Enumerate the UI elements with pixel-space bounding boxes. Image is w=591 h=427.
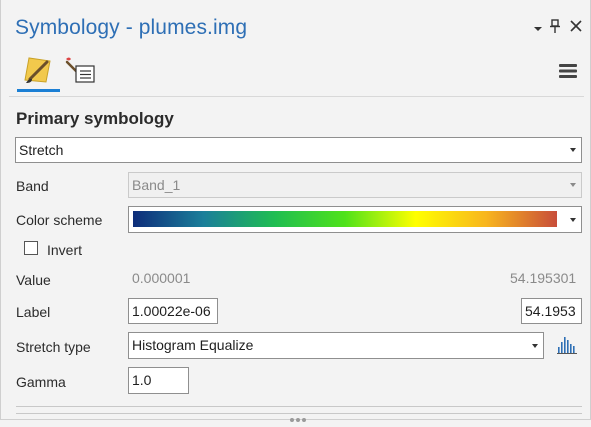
band-dropdown: Band_1 bbox=[128, 172, 582, 198]
stretch-type-value: Histogram Equalize bbox=[132, 337, 254, 353]
panel-splitter[interactable] bbox=[16, 406, 582, 414]
chevron-down-icon bbox=[532, 344, 538, 348]
stretch-type-label: Stretch type bbox=[16, 339, 91, 355]
active-tab-indicator bbox=[17, 89, 60, 92]
pane-title: Symbology - plumes.img bbox=[15, 16, 248, 39]
chevron-down-icon bbox=[570, 148, 576, 152]
gamma-label: Gamma bbox=[16, 374, 66, 390]
close-icon[interactable] bbox=[568, 18, 584, 34]
band-dropdown-value: Band_1 bbox=[132, 177, 181, 193]
brush-list-icon[interactable] bbox=[64, 52, 98, 88]
pane-options-dropdown-icon[interactable] bbox=[530, 21, 546, 37]
value-min: 0.000001 bbox=[132, 270, 191, 286]
renderer-dropdown-value: Stretch bbox=[19, 142, 64, 158]
stretch-type-dropdown[interactable]: Histogram Equalize bbox=[128, 332, 544, 359]
value-max: 54.195301 bbox=[510, 270, 577, 286]
pin-icon[interactable] bbox=[547, 18, 563, 34]
label-label: Label bbox=[16, 304, 51, 320]
section-heading: Primary symbology bbox=[16, 109, 174, 128]
value-label: Value bbox=[16, 272, 51, 288]
invert-label: Invert bbox=[47, 242, 83, 258]
label-min-input[interactable]: 1.00022e-06 bbox=[128, 298, 218, 324]
color-ramp-preview bbox=[133, 211, 557, 227]
paintbrush-icon[interactable] bbox=[20, 52, 54, 88]
renderer-dropdown[interactable]: Stretch bbox=[15, 137, 582, 163]
chevron-down-icon bbox=[570, 218, 576, 222]
color-scheme-label: Color scheme bbox=[16, 212, 103, 228]
splitter-grip-icon[interactable] bbox=[290, 409, 308, 427]
label-max-input[interactable]: 54.1953 bbox=[521, 298, 582, 324]
gamma-input[interactable]: 1.0 bbox=[128, 367, 189, 394]
hamburger-menu-icon[interactable] bbox=[558, 62, 578, 80]
chevron-down-icon bbox=[570, 183, 576, 187]
invert-checkbox[interactable] bbox=[24, 241, 38, 255]
color-scheme-dropdown[interactable] bbox=[128, 206, 582, 233]
band-label: Band bbox=[16, 178, 49, 194]
header-divider bbox=[9, 96, 584, 97]
histogram-icon[interactable] bbox=[556, 333, 578, 355]
